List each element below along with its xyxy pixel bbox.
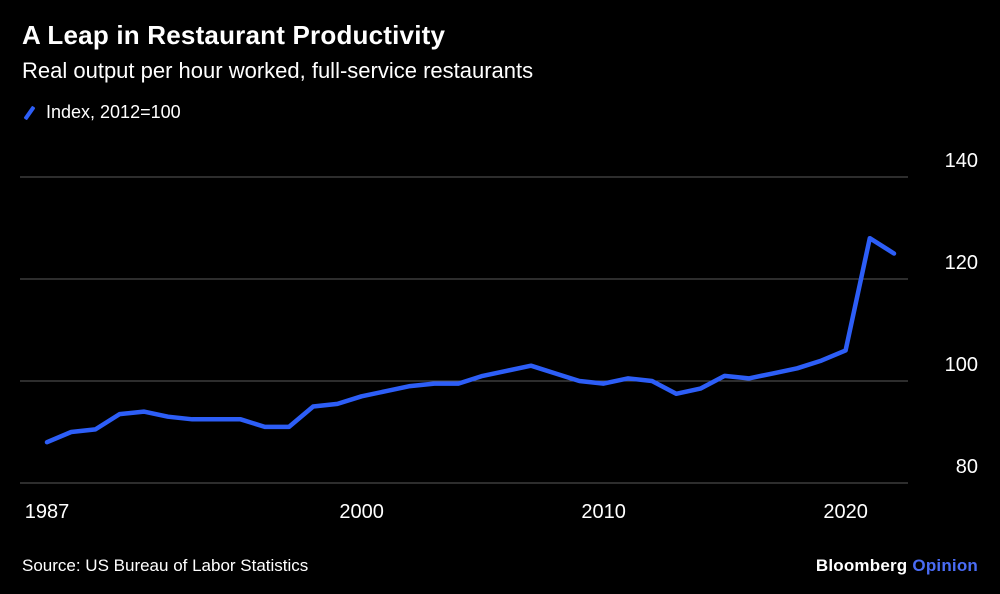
legend: Index, 2012=100 xyxy=(22,102,978,123)
x-tick-label: 1987 xyxy=(25,501,70,523)
source-note: Source: US Bureau of Labor Statistics xyxy=(22,556,309,575)
y-tick-label: 80 xyxy=(956,456,978,478)
y-tick-label: 140 xyxy=(945,150,978,172)
y-tick-label: 120 xyxy=(945,252,978,274)
logo-bloomberg: Bloomberg xyxy=(815,556,908,575)
chart-title: A Leap in Restaurant Productivity xyxy=(22,20,446,50)
x-tick-label: 2010 xyxy=(581,501,626,523)
x-tick-label: 2020 xyxy=(823,501,868,523)
bloomberg-opinion-logo: Bloomberg Opinion xyxy=(816,556,978,576)
chart-footer: Source: US Bureau of Labor Statistics Bl… xyxy=(22,556,978,576)
chart-subtitle: Real output per hour worked, full-servic… xyxy=(22,58,534,83)
productivity-line-series xyxy=(44,235,897,445)
x-tick-label: 2000 xyxy=(339,501,384,523)
legend-label: Index, 2012=100 xyxy=(46,102,181,122)
logo-opinion: Opinion xyxy=(912,556,978,575)
y-tick-label: 100 xyxy=(945,354,978,376)
chart-header: A Leap in Restaurant Productivity Real o… xyxy=(22,20,978,123)
